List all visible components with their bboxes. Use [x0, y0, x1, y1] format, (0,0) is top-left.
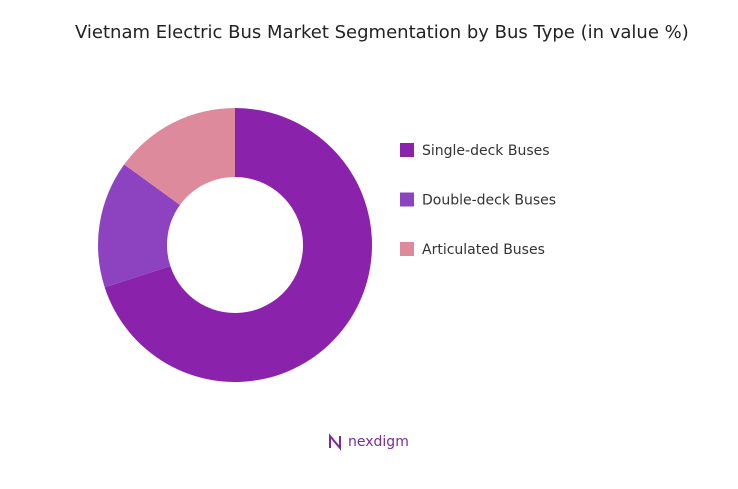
legend-label: Single-deck Buses [422, 143, 550, 159]
legend-swatch [400, 242, 414, 256]
donut-slice [97, 164, 180, 288]
brand-logo: nexdigm [329, 433, 409, 451]
legend-label: Articulated Buses [422, 242, 545, 258]
logo-icon [329, 433, 341, 451]
donut-slice [104, 108, 372, 382]
legend-swatch [400, 143, 414, 157]
chart-title: Vietnam Electric Bus Market Segmentation… [75, 22, 689, 43]
legend-swatch [400, 192, 414, 207]
legend-label: Double-deck Buses [422, 193, 556, 209]
donut-slice [124, 108, 235, 206]
brand-name: nexdigm [348, 434, 409, 450]
